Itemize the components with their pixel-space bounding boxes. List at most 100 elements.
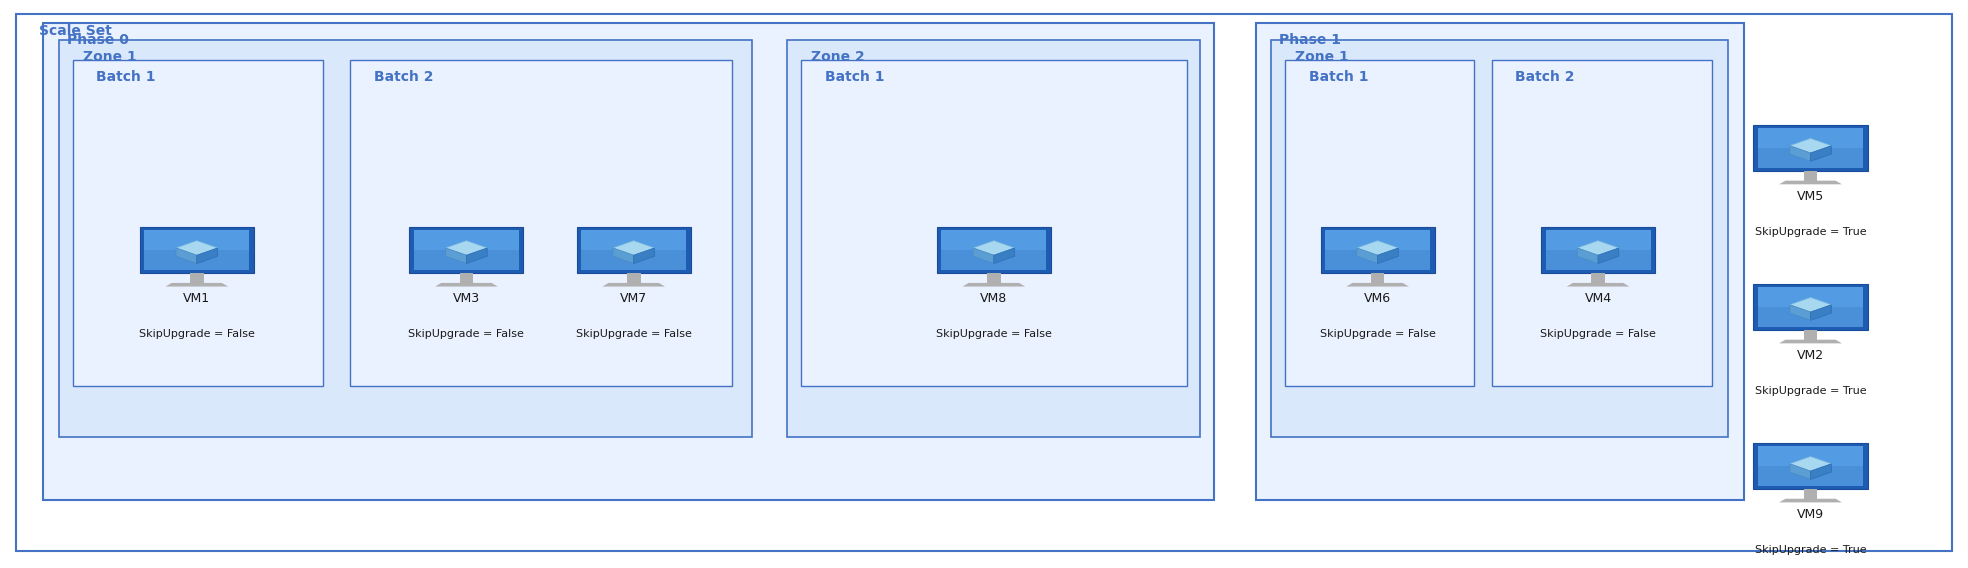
FancyBboxPatch shape [1256,23,1744,500]
Text: Batch 1: Batch 1 [96,70,155,84]
FancyBboxPatch shape [1805,488,1816,499]
Text: Batch 2: Batch 2 [374,70,433,84]
Text: Zone 1: Zone 1 [1295,50,1348,64]
FancyBboxPatch shape [409,227,523,273]
FancyBboxPatch shape [191,273,203,283]
Text: VM9: VM9 [1797,508,1824,521]
Text: Zone 2: Zone 2 [811,50,864,64]
Text: SkipUpgrade = True: SkipUpgrade = True [1755,545,1866,555]
FancyBboxPatch shape [1757,287,1864,327]
Polygon shape [165,283,228,286]
FancyBboxPatch shape [988,273,1000,283]
FancyBboxPatch shape [140,227,254,273]
FancyBboxPatch shape [628,273,640,283]
FancyBboxPatch shape [144,230,250,250]
Polygon shape [1811,146,1832,161]
FancyBboxPatch shape [577,227,691,273]
Polygon shape [1378,248,1399,264]
FancyBboxPatch shape [1545,230,1651,250]
Polygon shape [1356,241,1399,255]
Polygon shape [602,283,665,286]
Polygon shape [1779,499,1842,502]
FancyBboxPatch shape [1324,230,1431,250]
Polygon shape [1789,139,1832,153]
Text: VM1: VM1 [183,292,211,305]
Text: SkipUpgrade = True: SkipUpgrade = True [1755,227,1866,237]
Text: VM8: VM8 [980,292,1008,305]
Text: VM4: VM4 [1584,292,1612,305]
Text: VM6: VM6 [1364,292,1391,305]
FancyBboxPatch shape [144,230,250,270]
FancyBboxPatch shape [941,230,1047,250]
FancyBboxPatch shape [413,230,520,270]
Text: Phase 1: Phase 1 [1279,33,1342,47]
FancyBboxPatch shape [461,273,472,283]
Polygon shape [634,248,655,264]
Polygon shape [1811,305,1832,320]
FancyBboxPatch shape [1757,128,1864,168]
Text: VM7: VM7 [620,292,647,305]
Text: SkipUpgrade = True: SkipUpgrade = True [1755,386,1866,396]
Text: Batch 1: Batch 1 [825,70,884,84]
FancyBboxPatch shape [941,230,1047,270]
FancyBboxPatch shape [1541,227,1655,273]
FancyBboxPatch shape [801,60,1187,386]
FancyBboxPatch shape [1805,170,1816,181]
FancyBboxPatch shape [1545,230,1651,270]
Text: SkipUpgrade = False: SkipUpgrade = False [1321,329,1435,339]
FancyBboxPatch shape [787,40,1200,437]
Polygon shape [1598,248,1620,264]
Text: SkipUpgrade = False: SkipUpgrade = False [937,329,1051,339]
FancyBboxPatch shape [1753,125,1868,170]
FancyBboxPatch shape [73,60,323,386]
Text: SkipUpgrade = False: SkipUpgrade = False [1541,329,1655,339]
FancyBboxPatch shape [350,60,732,386]
Text: Phase 0: Phase 0 [67,33,128,47]
Polygon shape [1356,248,1378,264]
FancyBboxPatch shape [1372,273,1384,283]
FancyBboxPatch shape [1753,284,1868,329]
Polygon shape [175,241,218,255]
Polygon shape [466,248,488,264]
FancyBboxPatch shape [43,23,1214,500]
Text: SkipUpgrade = False: SkipUpgrade = False [409,329,523,339]
Text: Zone 1: Zone 1 [83,50,136,64]
Polygon shape [1779,181,1842,184]
Text: SkipUpgrade = False: SkipUpgrade = False [577,329,691,339]
Polygon shape [1789,464,1811,479]
Polygon shape [1789,298,1832,312]
FancyBboxPatch shape [1757,128,1864,148]
Polygon shape [445,248,466,264]
Polygon shape [435,283,498,286]
FancyBboxPatch shape [1285,60,1474,386]
Polygon shape [612,248,634,264]
FancyBboxPatch shape [1805,329,1816,340]
Polygon shape [197,248,218,264]
Polygon shape [1576,241,1620,255]
Polygon shape [1779,340,1842,343]
Polygon shape [175,248,197,264]
FancyBboxPatch shape [1592,273,1604,283]
Polygon shape [445,241,488,255]
FancyBboxPatch shape [16,14,1952,551]
FancyBboxPatch shape [1757,287,1864,307]
Polygon shape [1789,146,1811,161]
Text: Batch 2: Batch 2 [1515,70,1574,84]
Polygon shape [612,241,655,255]
Polygon shape [972,241,1015,255]
Text: VM2: VM2 [1797,349,1824,362]
Polygon shape [972,248,994,264]
FancyBboxPatch shape [1757,446,1864,486]
Text: VM3: VM3 [453,292,480,305]
Polygon shape [994,248,1015,264]
FancyBboxPatch shape [59,40,752,437]
FancyBboxPatch shape [1271,40,1728,437]
FancyBboxPatch shape [413,230,520,250]
Text: SkipUpgrade = False: SkipUpgrade = False [140,329,254,339]
Polygon shape [962,283,1025,286]
Polygon shape [1567,283,1630,286]
Text: Batch 1: Batch 1 [1309,70,1368,84]
FancyBboxPatch shape [1492,60,1712,386]
FancyBboxPatch shape [1753,443,1868,488]
FancyBboxPatch shape [937,227,1051,273]
